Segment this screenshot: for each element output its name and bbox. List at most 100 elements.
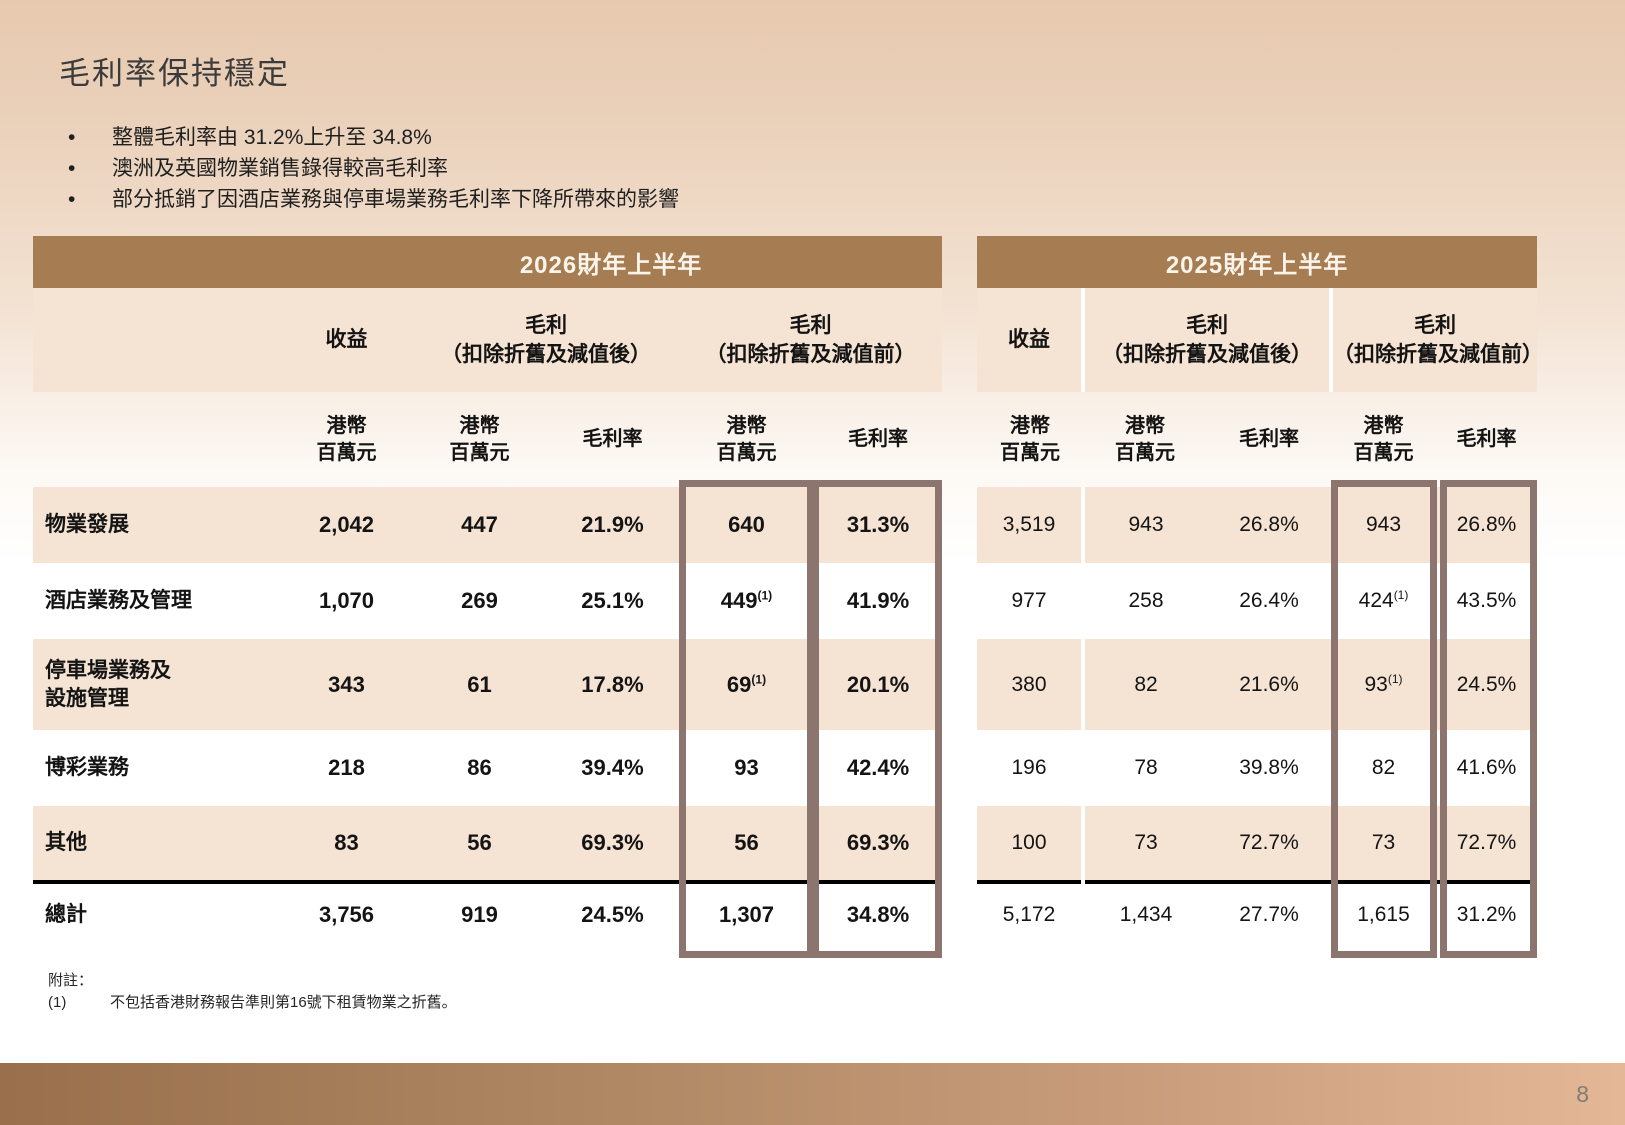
value-cell: 26.8% xyxy=(1207,487,1331,563)
value-cell: 93 xyxy=(734,755,759,780)
table-fy2026-h1: 2026財年上半年 收益 毛利 （扣除折舊及減值後） 毛利 （扣除折舊及減值前） 港幣 百萬元… xyxy=(33,236,943,946)
bullet-item: 整體毛利率由 31.2%上升至 34.8% xyxy=(62,122,679,153)
footnote: 附註： (1) 不包括香港財務報告準則第16號下租賃物業之折舊。 xyxy=(48,970,457,1014)
value-cell: 41.9% xyxy=(846,588,910,613)
value-cell: 69.3% xyxy=(814,806,943,882)
sub-header: 毛利率 xyxy=(582,428,643,450)
value-cell: 82 xyxy=(1081,639,1207,730)
value-cell: 78 xyxy=(1081,730,1207,806)
value-cell: 17.8% xyxy=(546,639,679,730)
value-cell: 449(1) xyxy=(720,588,773,613)
group-header-revenue: 收益 xyxy=(977,288,1083,392)
value-cell: 41.6% xyxy=(1456,756,1517,779)
value-cell: 42.4% xyxy=(846,755,910,780)
row-label: 停車場業務及 設施管理 xyxy=(33,639,280,730)
value-cell: 25.1% xyxy=(581,588,644,613)
group-header-spacer xyxy=(33,288,280,392)
value-cell: 424(1) xyxy=(1358,588,1409,612)
value-cell: 43.5% xyxy=(1456,589,1517,612)
total-value-cell: 3,756 xyxy=(280,880,413,946)
value-cell: 343 xyxy=(280,639,413,730)
value-cell: 69.3% xyxy=(546,806,679,882)
value-cell: 258 xyxy=(1081,563,1207,639)
total-value-cell: 919 xyxy=(413,880,546,946)
sub-header: 港幣 百萬元 xyxy=(449,414,510,464)
group-header-revenue: 收益 xyxy=(280,288,413,392)
row-label: 物業發展 xyxy=(33,487,280,563)
total-value-cell: 24.5% xyxy=(546,880,679,946)
table-fy2025-h1: 2025財年上半年 收益 毛利 （扣除折舊及減值後） 毛利 （扣除折舊及減值前） 港幣 百萬元… xyxy=(977,236,1543,946)
value-cell: 100 xyxy=(977,806,1083,882)
total-value-cell: 31.2% xyxy=(1436,880,1538,946)
row-label: 其他 xyxy=(33,806,280,882)
value-cell: 39.8% xyxy=(1239,756,1299,779)
value-cell: 72.7% xyxy=(1207,806,1331,882)
value-cell: 86 xyxy=(467,755,492,780)
value-cell: 72.7% xyxy=(1436,806,1538,882)
sub-header: 港幣 百萬元 xyxy=(1115,414,1175,464)
sub-header: 港幣 百萬元 xyxy=(716,414,777,464)
total-value-cell: 34.8% xyxy=(814,880,943,946)
value-cell: 2,042 xyxy=(280,487,413,563)
value-cell: 56 xyxy=(413,806,546,882)
page-number: 8 xyxy=(1576,1081,1589,1107)
sub-header: 毛利率 xyxy=(848,428,909,450)
sub-header: 毛利率 xyxy=(1456,428,1517,450)
value-cell: 21.9% xyxy=(546,487,679,563)
value-cell: 61 xyxy=(413,639,546,730)
footnote-marker: (1) xyxy=(757,588,773,603)
row-label: 博彩業務 xyxy=(45,756,129,780)
footnote-marker: (1) xyxy=(1387,671,1403,686)
value-cell: 93(1) xyxy=(1331,639,1436,730)
value-cell: 24.5% xyxy=(1436,639,1538,730)
sub-header: 港幣 百萬元 xyxy=(316,414,377,464)
value-cell: 3,519 xyxy=(977,487,1083,563)
value-cell: 31.3% xyxy=(814,487,943,563)
value-cell: 943 xyxy=(1081,487,1207,563)
value-cell: 73 xyxy=(1331,806,1436,882)
footer-bar: 8 xyxy=(0,1063,1625,1125)
value-cell: 269 xyxy=(461,588,498,613)
period-header: 2026財年上半年 xyxy=(280,236,943,288)
total-value-cell: 5,172 xyxy=(977,880,1083,946)
value-cell: 640 xyxy=(679,487,814,563)
sub-header-spacer xyxy=(33,392,280,487)
value-cell: 73 xyxy=(1081,806,1207,882)
footnote-marker: (1) xyxy=(1393,588,1409,602)
footnote-label: 附註： xyxy=(48,972,94,989)
group-header-gp-after: 毛利 （扣除折舊及減值後） xyxy=(1081,288,1331,392)
value-cell: 82 xyxy=(1371,756,1396,779)
footnote-marker: (1) xyxy=(751,672,767,687)
bullet-item: 部分抵銷了因酒店業務與停車場業務毛利率下降所帶來的影響 xyxy=(62,184,679,215)
value-cell: 21.6% xyxy=(1207,639,1331,730)
total-row-label: 總計 xyxy=(33,880,280,946)
page-title: 毛利率保持穩定 xyxy=(59,56,290,91)
period-band-spacer xyxy=(33,236,280,288)
sub-header: 港幣 百萬元 xyxy=(1000,414,1060,464)
sub-header: 毛利率 xyxy=(1239,428,1299,450)
row-label: 酒店業務及管理 xyxy=(45,589,192,613)
value-cell: 83 xyxy=(280,806,413,882)
footnote-text: 不包括香港財務報告準則第16號下租賃物業之折舊。 xyxy=(110,994,457,1011)
value-cell: 26.4% xyxy=(1239,589,1299,612)
value-cell: 380 xyxy=(977,639,1083,730)
value-cell: 447 xyxy=(413,487,546,563)
total-value-cell: 1,307 xyxy=(679,880,814,946)
value-cell: 196 xyxy=(1011,756,1047,779)
value-cell: 56 xyxy=(679,806,814,882)
total-value-cell: 27.7% xyxy=(1207,880,1331,946)
total-value-cell: 1,615 xyxy=(1331,880,1436,946)
value-cell: 69(1) xyxy=(679,639,814,730)
footnote-marker: (1) xyxy=(48,994,67,1011)
total-value-cell: 1,434 xyxy=(1081,880,1207,946)
value-cell: 977 xyxy=(1011,589,1047,612)
group-header-gp-before: 毛利 （扣除折舊及減值前） xyxy=(1328,288,1543,392)
bullet-list: 整體毛利率由 31.2%上升至 34.8% 澳洲及英國物業銷售錄得較高毛利率 部… xyxy=(62,122,679,215)
value-cell: 20.1% xyxy=(814,639,943,730)
group-header-gp-after: 毛利 （扣除折舊及減值後） xyxy=(413,288,679,392)
group-header-gp-before: 毛利 （扣除折舊及減值前） xyxy=(679,288,943,392)
value-cell: 39.4% xyxy=(581,755,644,780)
value-cell: 1,070 xyxy=(318,588,375,613)
footnote-line: (1) 不包括香港財務報告準則第16號下租賃物業之折舊。 xyxy=(48,992,457,1014)
